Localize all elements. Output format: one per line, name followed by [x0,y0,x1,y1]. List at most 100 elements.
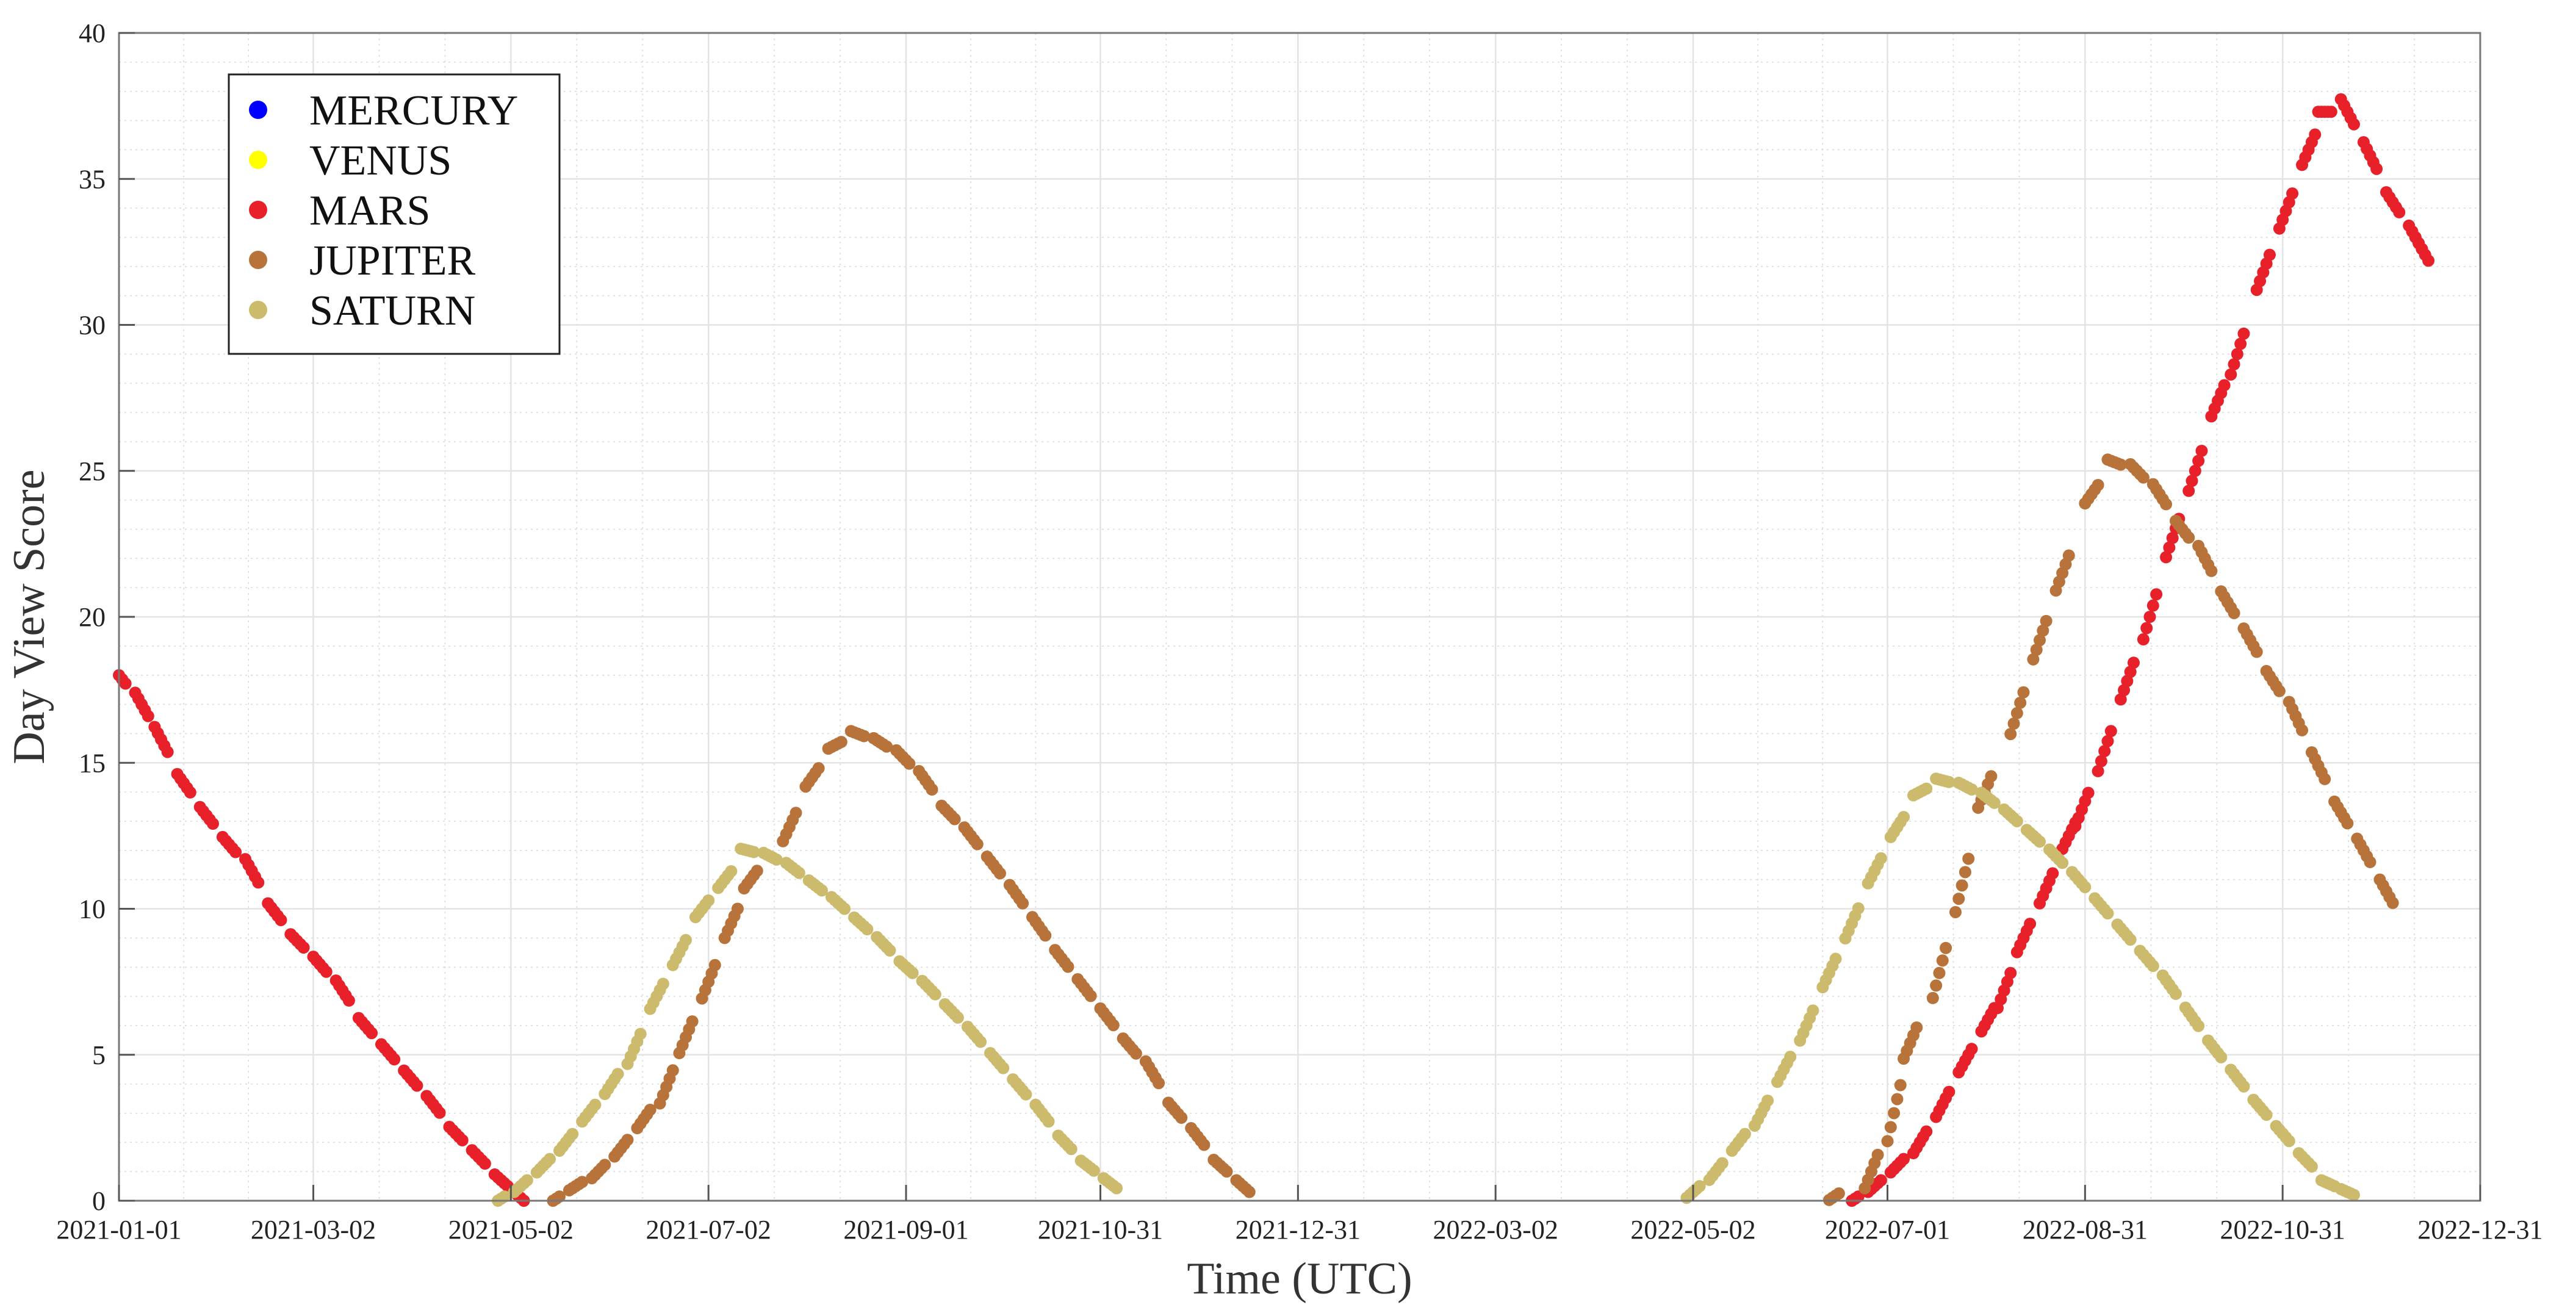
data-point-jupiter [1940,941,1952,954]
y-tick-label: 0 [92,1186,106,1216]
data-point-mars [2163,541,2176,554]
data-point-jupiter [880,740,893,753]
data-point-mars [342,994,355,1007]
x-tick-label: 2022-05-02 [1630,1215,1755,1245]
data-point-mars [229,846,242,858]
data-point-saturn [2283,1135,2295,1148]
data-point-mars [2325,106,2337,118]
data-point-saturn [1920,782,1933,795]
data-point-saturn [611,1068,624,1081]
data-point-jupiter [644,1103,657,1116]
data-point-mars [2095,755,2107,768]
tick-labels: 0 5 10 15 20 25 30 35 40 2021-01-01 2021-03-02 2021… [56,18,2542,1245]
data-point-saturn [2079,880,2092,893]
data-point-saturn [815,884,828,897]
y-tick-label: 30 [79,311,106,340]
data-point-saturn [2192,1020,2205,1032]
data-point-saturn [861,923,874,935]
data-point-saturn [1716,1157,1729,1170]
data-point-mars [2182,484,2195,497]
data-point-jupiter [1220,1165,1233,1178]
x-tick-label: 2022-10-31 [2220,1215,2345,1245]
data-point-jupiter [1910,1021,1923,1034]
x-tick-label: 2021-12-31 [1236,1215,1361,1245]
data-point-mars [2143,611,2156,623]
data-point-jupiter [2004,728,2017,741]
x-tick-label: 2022-12-31 [2417,1215,2542,1245]
x-axis-label: Time (UTC) [1187,1254,1412,1304]
data-point-jupiter [2137,471,2150,484]
data-point-saturn [1988,796,2001,809]
x-tick-label: 2021-09-01 [843,1215,968,1245]
data-point-mars [320,965,333,978]
data-point-mars [1943,1085,1955,1098]
data-point-mars [433,1106,446,1119]
data-point-saturn [725,865,738,877]
data-point-jupiter [2027,653,2040,666]
x-tick-label: 2021-10-31 [1038,1215,1163,1245]
data-point-saturn [702,894,715,907]
data-point-jupiter [2319,772,2331,785]
data-point-jupiter [2040,614,2053,627]
legend-label-saturn: SATURN [309,287,475,334]
data-point-jupiter [926,783,938,796]
data-point-saturn [1829,952,1842,965]
data-point-saturn [680,933,693,946]
data-points [113,93,2435,1207]
data-point-saturn [906,966,919,979]
y-tick-label: 40 [79,18,106,48]
data-point-mars [2098,745,2111,758]
data-point-jupiter [2205,564,2218,577]
data-point-saturn [589,1098,602,1111]
data-point-mars [2225,368,2237,381]
data-point-saturn [1693,1180,1706,1193]
data-point-mars [2160,551,2173,564]
data-point-jupiter [553,1190,566,1203]
data-point-mars [411,1079,423,1092]
axis-ticks [118,32,2481,1202]
data-point-saturn [1738,1128,1751,1140]
data-point-jupiter [971,838,984,851]
data-point-mars [1965,1043,1978,1056]
data-point-mars [2137,633,2150,646]
legend-marker-mercury [249,101,267,119]
data-point-mars [2150,588,2163,601]
data-point-mars [2192,455,2205,467]
data-point-jupiter [576,1176,589,1189]
data-point-jupiter [2034,634,2046,647]
data-point-saturn [793,866,805,879]
x-tick-label: 2021-03-02 [251,1215,376,1245]
data-point-jupiter [2160,498,2173,511]
x-tick-label: 2022-03-02 [1433,1215,1558,1245]
legend-marker-venus [249,151,267,169]
data-point-jupiter [1016,897,1029,910]
data-point-mars [365,1027,378,1040]
y-tick-label: 5 [92,1040,106,1070]
data-point-jupiter [621,1134,634,1146]
legend-label-venus: VENUS [309,137,452,184]
data-point-mars [2101,735,2114,747]
data-point-mars [184,786,196,799]
data-point-saturn [498,1190,511,1203]
data-point-mars [2186,475,2198,487]
data-point-mars [2195,444,2208,457]
data-point-jupiter [1153,1077,1165,1090]
data-point-jupiter [1952,893,1965,905]
data-point-mars [1898,1153,1910,1165]
data-point-saturn [2010,815,2023,827]
data-point-jupiter [2014,696,2027,709]
data-point-mars [2104,725,2117,738]
data-point-jupiter [812,762,825,775]
data-point-jupiter [1871,1148,1884,1161]
data-point-mars [2024,918,2037,930]
data-point-mars [2286,187,2299,200]
legend-marker-saturn [249,301,267,319]
data-point-jupiter [2114,458,2127,471]
data-point-saturn [634,1027,647,1040]
data-point-mars [142,710,154,722]
data-point-jupiter [1881,1135,1894,1148]
data-point-mars [388,1053,401,1066]
data-point-mars [2114,693,2127,706]
data-point-saturn [2169,987,2182,1000]
